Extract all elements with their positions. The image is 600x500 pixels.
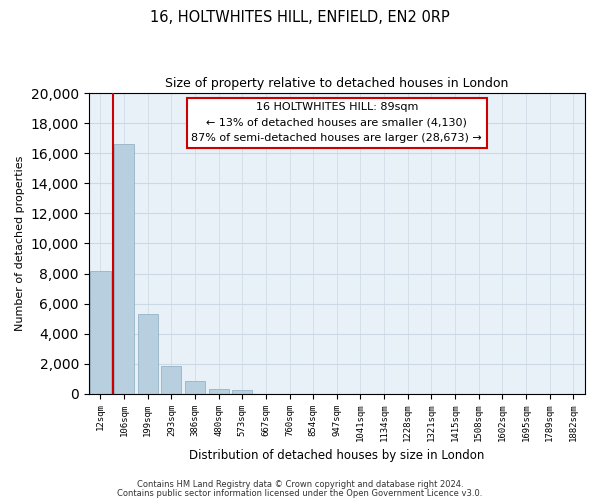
Bar [185,382,205,394]
Bar [114,144,134,394]
X-axis label: Distribution of detached houses by size in London: Distribution of detached houses by size … [189,450,485,462]
Text: Contains HM Land Registry data © Crown copyright and database right 2024.: Contains HM Land Registry data © Crown c… [137,480,463,489]
Bar [137,314,158,394]
Text: 16, HOLTWHITES HILL, ENFIELD, EN2 0RP: 16, HOLTWHITES HILL, ENFIELD, EN2 0RP [150,10,450,25]
Y-axis label: Number of detached properties: Number of detached properties [15,156,25,331]
Bar [209,390,229,394]
Bar [232,390,253,394]
Text: Contains public sector information licensed under the Open Government Licence v3: Contains public sector information licen… [118,488,482,498]
Bar [161,366,181,394]
Title: Size of property relative to detached houses in London: Size of property relative to detached ho… [165,78,509,90]
Bar [91,270,110,394]
Text: 16 HOLTWHITES HILL: 89sqm
← 13% of detached houses are smaller (4,130)
87% of se: 16 HOLTWHITES HILL: 89sqm ← 13% of detac… [191,102,482,144]
